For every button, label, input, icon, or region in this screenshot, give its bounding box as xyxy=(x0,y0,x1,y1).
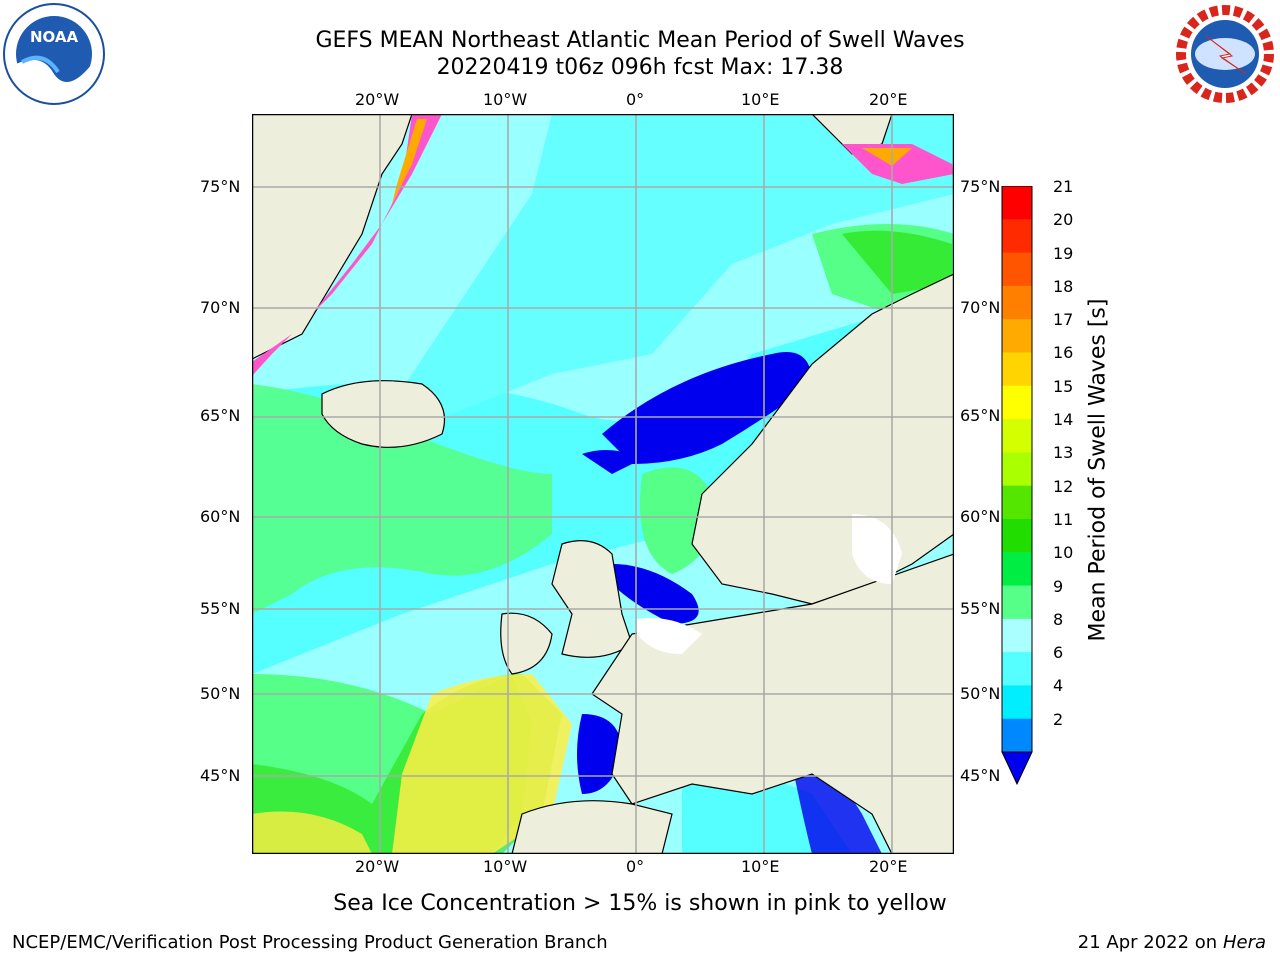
sea-ice-edge-svalbard xyxy=(842,144,954,184)
colorbar-segment xyxy=(1002,219,1032,254)
noaa-logo: NOAA xyxy=(2,2,106,106)
lon-label-top-10w: 10°W xyxy=(483,90,528,109)
nws-logo xyxy=(1172,2,1278,106)
colorbar-segment xyxy=(1002,319,1032,353)
lat-label-right-50n: 50°N xyxy=(960,684,1001,703)
lon-label-bottom-20e: 20°E xyxy=(869,857,908,876)
sea-ice-note: Sea Ice Concentration > 15% is shown in … xyxy=(333,891,947,916)
colorbar xyxy=(1000,185,1036,786)
land-masses xyxy=(251,113,955,855)
lat-label-right-45n: 45°N xyxy=(960,766,1001,785)
footer-date: 21 Apr 2022 on Hera xyxy=(1078,932,1266,953)
colorbar-tick-label: 2 xyxy=(1053,709,1064,729)
colorbar-tick-label: 17 xyxy=(1053,310,1074,330)
footer-host: Hera xyxy=(1222,932,1266,953)
map-panel xyxy=(251,113,955,855)
land-ireland xyxy=(500,612,553,675)
swell-green-north xyxy=(252,384,552,614)
lon-label-top-20e: 20°E xyxy=(869,90,908,109)
colorbar-segment xyxy=(1002,485,1032,520)
colorbar-tick-label: 6 xyxy=(1053,643,1064,663)
lat-label-left-45n: 45°N xyxy=(200,766,241,785)
colorbar-tick-label: 15 xyxy=(1053,376,1074,396)
colorbar-tick-label: 20 xyxy=(1053,210,1074,230)
lat-label-right-55n: 55°N xyxy=(960,599,1001,618)
colorbar-tick-label: 12 xyxy=(1053,476,1074,496)
lat-label-right-70n: 70°N xyxy=(960,298,1001,317)
lon-label-top-10e: 10°E xyxy=(741,90,780,109)
colorbar-segment xyxy=(1002,718,1032,753)
colorbar-segment xyxy=(1002,685,1032,720)
map-frame xyxy=(251,113,955,855)
land-iberia xyxy=(511,800,673,855)
sea-ice-edge-greenland xyxy=(252,114,442,376)
lat-label-left-75n: 75°N xyxy=(200,177,241,196)
noaa-logo-text: NOAA xyxy=(30,28,79,46)
lat-label-left-55n: 55°N xyxy=(200,599,241,618)
colorbar-segment xyxy=(1002,419,1032,453)
lat-label-left-70n: 70°N xyxy=(200,298,241,317)
lon-label-bottom-10w: 10°W xyxy=(483,857,528,876)
colorbar-segment xyxy=(1002,285,1032,320)
colorbar-tick-label: 16 xyxy=(1053,343,1074,363)
lon-label-top-20w: 20°W xyxy=(355,90,400,109)
colorbar-tick-label: 21 xyxy=(1053,177,1074,196)
lat-label-left-60n: 60°N xyxy=(200,507,241,526)
colorbar-tick-label: 19 xyxy=(1053,243,1074,263)
colorbar-segment xyxy=(1002,452,1032,487)
colorbar-tick-label: 8 xyxy=(1053,609,1064,629)
colorbar-tick-label: 11 xyxy=(1053,509,1074,529)
lat-label-right-75n: 75°N xyxy=(960,177,1001,196)
swell-blue-norwegian-sea xyxy=(602,352,812,464)
land-iceland xyxy=(321,380,446,448)
colorbar-tick-label: 4 xyxy=(1053,676,1064,696)
lon-label-top-0: 0° xyxy=(626,90,645,109)
colorbar-tick-label: 10 xyxy=(1053,543,1074,563)
lon-label-bottom-0: 0° xyxy=(626,857,645,876)
swell-yellow-south xyxy=(392,674,572,854)
colorbar-label: Mean Period of Swell Waves [s] xyxy=(1085,298,1111,642)
colorbar-segment xyxy=(1002,652,1032,686)
colorbar-segment xyxy=(1002,552,1032,587)
lat-label-left-65n: 65°N xyxy=(200,406,241,425)
colorbar-tick-label: 9 xyxy=(1053,576,1064,596)
footer-date-text: 21 Apr 2022 on xyxy=(1077,932,1223,953)
lat-label-left-50n: 50°N xyxy=(200,684,241,703)
colorbar-segment xyxy=(1002,352,1032,387)
colorbar-segment xyxy=(1002,618,1032,653)
colorbar-under-arrow xyxy=(1001,751,1033,786)
lon-label-bottom-20w: 20°W xyxy=(355,857,400,876)
lon-label-bottom-10e: 10°E xyxy=(741,857,780,876)
chart-title: GEFS MEAN Northeast Atlantic Mean Period… xyxy=(315,28,965,53)
swell-blue-biscay xyxy=(577,714,622,794)
chart-subtitle: 20220419 t06z 096h fcst Max: 17.38 xyxy=(436,55,844,80)
colorbar-frame xyxy=(1001,185,1033,753)
colorbar-segment xyxy=(1002,585,1032,620)
colorbar-segment xyxy=(1002,252,1032,287)
lat-label-right-60n: 60°N xyxy=(960,507,1001,526)
colorbar-tick-label: 13 xyxy=(1053,443,1074,463)
footer-branch: NCEP/EMC/Verification Post Processing Pr… xyxy=(12,932,608,953)
land-scandinavia xyxy=(691,273,955,605)
graticule xyxy=(252,114,954,854)
colorbar-segment xyxy=(1002,186,1032,220)
lat-label-right-65n: 65°N xyxy=(960,406,1001,425)
colorbar-segment xyxy=(1002,518,1032,553)
colorbar-tick-label: 18 xyxy=(1053,276,1074,296)
colorbar-segment xyxy=(1002,385,1032,420)
colorbar-tick-label: 14 xyxy=(1053,410,1074,430)
